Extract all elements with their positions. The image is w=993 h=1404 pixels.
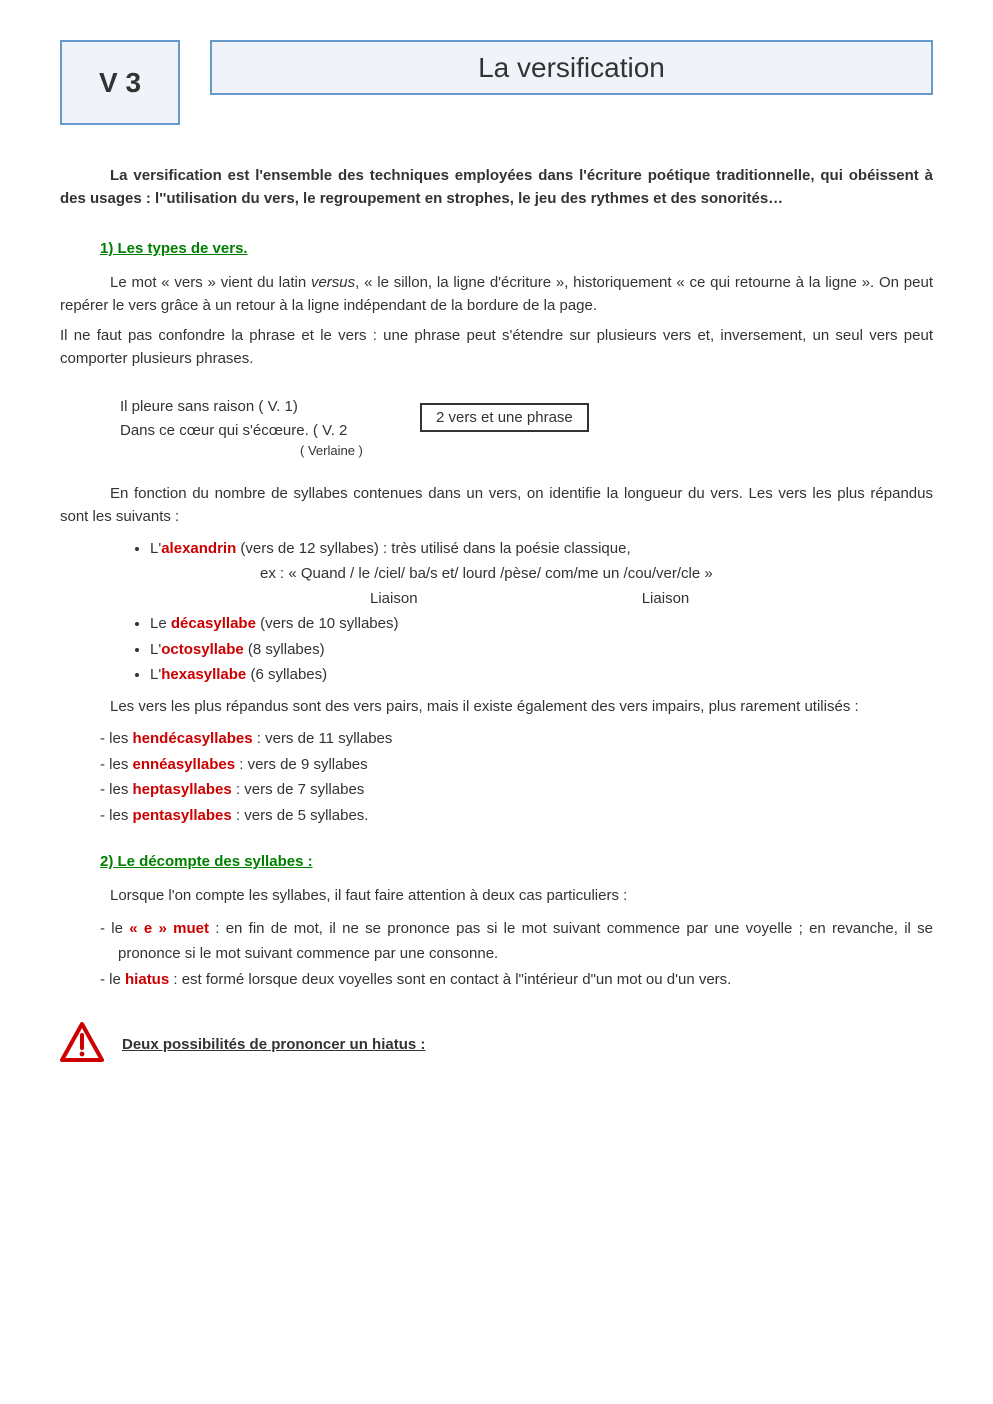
b3-pre: L'	[150, 641, 161, 658]
verlaine-example: Il pleure sans raison ( V. 1) Dans ce cœ…	[120, 395, 933, 458]
d4-term: pentasyllabes	[133, 807, 232, 824]
liaison2: Liaison	[642, 590, 690, 607]
d1-pre: les	[109, 730, 132, 747]
dash-penta: les pentasyllabes : vers de 5 syllabes.	[100, 803, 933, 829]
b4-pre: L'	[150, 666, 161, 683]
vers-impairs-list: les hendécasyllabes : vers de 11 syllabe…	[100, 726, 933, 828]
warning-text: Deux possibilités de prononcer un hiatus…	[122, 1036, 425, 1053]
section1-p3: En fonction du nombre de syllabes conten…	[60, 483, 933, 528]
s2d1-pre: le	[111, 920, 129, 937]
intro-paragraph: La versification est l'ensemble des tech…	[60, 165, 933, 210]
b2-pre: Le	[150, 615, 171, 632]
d3-term: heptasyllabes	[133, 781, 232, 798]
warning-icon	[60, 1022, 104, 1067]
code-box: V 3	[60, 40, 180, 125]
s2d1-term: « e » muet	[129, 920, 209, 937]
s2d1-post: : en fin de mot, il ne se prononce pas s…	[118, 920, 933, 963]
dash-emuet: le « e » muet : en fin de mot, il ne se …	[100, 916, 933, 967]
bullet-hexasyllabe: L'hexasyllabe (6 syllabes)	[150, 662, 933, 688]
liaison-row: Liaison Liaison	[370, 586, 933, 612]
b1-post: (vers de 12 syllabes) : très utilisé dan…	[236, 540, 630, 557]
title-box: La versification	[210, 40, 933, 95]
code-label: V 3	[99, 67, 141, 99]
b1-pre: L'	[150, 540, 161, 557]
dash-ennea: les ennéasyllabes : vers de 9 syllabes	[100, 752, 933, 778]
s2d2-post: : est formé lorsque deux voyelles sont e…	[169, 971, 731, 988]
d4-post: : vers de 5 syllabes.	[232, 807, 369, 824]
section2-p1: Lorsque l'on compte les syllabes, il fau…	[60, 885, 933, 908]
b4-post: (6 syllabes)	[246, 666, 327, 683]
dash-hiatus: le hiatus : est formé lorsque deux voyel…	[100, 967, 933, 993]
d2-term: ennéasyllabes	[133, 756, 236, 773]
section1-p1: Le mot « vers » vient du latin versus, «…	[60, 272, 933, 317]
b1-term: alexandrin	[161, 540, 236, 557]
warning-row: Deux possibilités de prononcer un hiatus…	[60, 1022, 933, 1067]
s2d2-term: hiatus	[125, 971, 169, 988]
b3-term: octosyllabe	[161, 641, 244, 658]
example-callout: 2 vers et une phrase	[420, 403, 589, 432]
bullet-alexandrin: L'alexandrin (vers de 12 syllabes) : trè…	[150, 536, 933, 611]
example-author: ( Verlaine )	[300, 443, 933, 458]
s1-versus: versus	[311, 274, 355, 291]
d3-post: : vers de 7 syllabes	[232, 781, 365, 798]
d1-term: hendécasyllabes	[133, 730, 253, 747]
dash-hendeca: les hendécasyllabes : vers de 11 syllabe…	[100, 726, 933, 752]
b1-example: ex : « Quand / le /ciel/ ba/s et/ lourd …	[260, 562, 933, 586]
bullet-decasyllabe: Le décasyllabe (vers de 10 syllabes)	[150, 611, 933, 637]
vers-types-list: L'alexandrin (vers de 12 syllabes) : trè…	[130, 536, 933, 688]
dash-hepta: les heptasyllabes : vers de 7 syllabes	[100, 777, 933, 803]
bullet-octosyllabe: L'octosyllabe (8 syllabes)	[150, 637, 933, 663]
d3-pre: les	[109, 781, 132, 798]
page-title: La versification	[478, 52, 665, 84]
liaison1: Liaison	[370, 590, 418, 607]
s1p1a: Le mot « vers » vient du latin	[110, 274, 311, 291]
s2d2-pre: le	[109, 971, 125, 988]
section2-heading: 2) Le décompte des syllabes :	[100, 853, 933, 870]
d2-pre: les	[109, 756, 132, 773]
b4-term: hexasyllabe	[161, 666, 246, 683]
section1-p4: Les vers les plus répandus sont des vers…	[60, 696, 933, 719]
d2-post: : vers de 9 syllabes	[235, 756, 368, 773]
decompte-list: le « e » muet : en fin de mot, il ne se …	[100, 916, 933, 993]
b2-post: (vers de 10 syllabes)	[256, 615, 399, 632]
b3-post: (8 syllabes)	[244, 641, 325, 658]
d1-post: : vers de 11 syllabes	[253, 730, 393, 747]
section1-p2: Il ne faut pas confondre la phrase et le…	[60, 325, 933, 370]
header-row: V 3 La versification	[60, 40, 933, 125]
section1-heading: 1) Les types de vers.	[100, 240, 933, 257]
intro-text: La versification est l'ensemble des tech…	[60, 167, 933, 207]
b2-term: décasyllabe	[171, 615, 256, 632]
d4-pre: les	[109, 807, 132, 824]
